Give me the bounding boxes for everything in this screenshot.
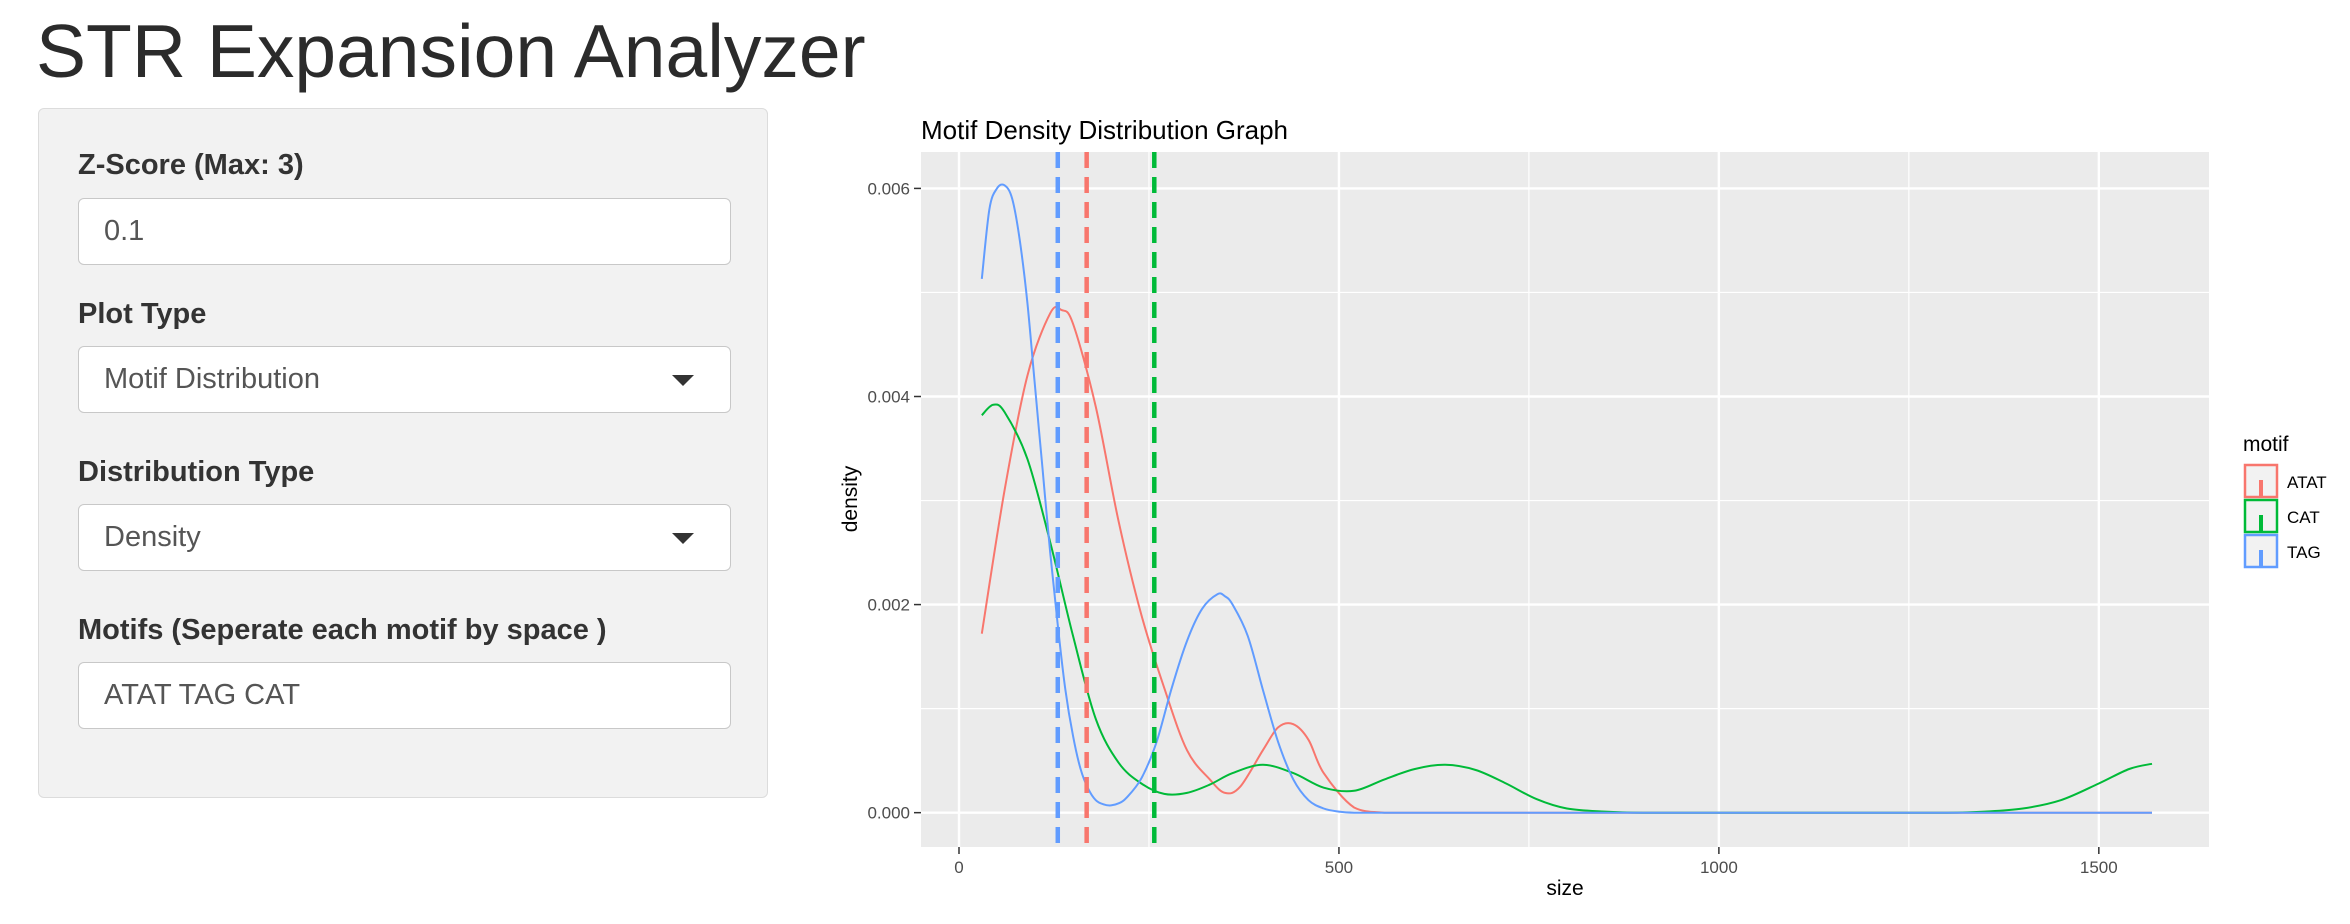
legend-label-tag: TAG (2287, 543, 2321, 562)
distribution-type-label: Distribution Type (78, 456, 315, 488)
plot-type-label: Plot Type (78, 298, 207, 330)
axes: 0 500 1000 1500 0.000 0.002 0.004 0.006 (867, 179, 2117, 877)
motifs-label: Motifs (Seperate each motif by space ) (78, 614, 607, 646)
series-line-tag (980, 183, 2152, 814)
y-tick-label: 0.002 (867, 596, 910, 615)
x-axis-title: size (1546, 877, 1583, 900)
zscore-label: Z-Score (Max: 3) (78, 149, 304, 181)
y-tick-label: 0.004 (867, 387, 910, 406)
distribution-type-select[interactable]: Density (78, 504, 731, 571)
chevron-down-icon (672, 533, 694, 544)
plot-panel (921, 152, 2209, 847)
x-tick-label: 1500 (2080, 858, 2118, 877)
chevron-down-icon (672, 375, 694, 386)
x-tick-label: 1000 (1700, 858, 1738, 877)
y-tick-label: 0.006 (867, 179, 910, 198)
legend-label-cat: CAT (2287, 508, 2320, 527)
legend-title: motif (2243, 433, 2289, 456)
legend: motif ATAT CAT TAG (2243, 433, 2327, 569)
zscore-input[interactable]: 0.1 (78, 198, 731, 265)
sidebar-panel: Z-Score (Max: 3) 0.1 Plot Type Motif Dis… (38, 108, 768, 798)
y-axis-title: density (839, 465, 862, 532)
series-mean-lines (1055, 152, 1157, 847)
plot-type-selected-value: Motif Distribution (104, 363, 320, 395)
series-lines (980, 183, 2153, 814)
distribution-type-selected-value: Density (104, 521, 201, 553)
plot-type-select[interactable]: Motif Distribution (78, 346, 731, 413)
x-tick-label: 500 (1325, 858, 1353, 877)
app-title: STR Expansion Analyzer (36, 9, 866, 93)
plot-title: Motif Density Distribution Graph (921, 115, 1288, 145)
motifs-input[interactable]: ATAT TAG CAT (78, 662, 731, 729)
grid-minor (921, 152, 2209, 847)
x-tick-label: 0 (954, 858, 963, 877)
y-tick-label: 0.000 (867, 804, 910, 823)
legend-label-atat: ATAT (2287, 473, 2327, 492)
